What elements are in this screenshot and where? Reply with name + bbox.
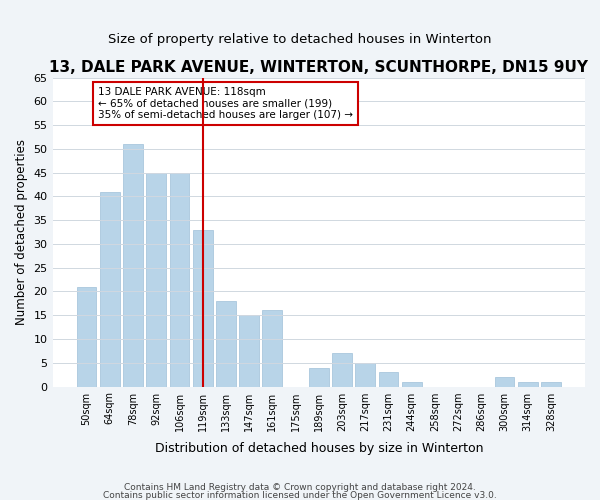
Bar <box>123 144 143 386</box>
Y-axis label: Number of detached properties: Number of detached properties <box>15 139 28 325</box>
Text: 13 DALE PARK AVENUE: 118sqm
← 65% of detached houses are smaller (199)
35% of se: 13 DALE PARK AVENUE: 118sqm ← 65% of det… <box>98 87 353 120</box>
Text: Contains public sector information licensed under the Open Government Licence v3: Contains public sector information licen… <box>103 490 497 500</box>
Bar <box>379 372 398 386</box>
Text: Contains HM Land Registry data © Crown copyright and database right 2024.: Contains HM Land Registry data © Crown c… <box>124 483 476 492</box>
Bar <box>309 368 329 386</box>
Bar <box>170 172 190 386</box>
Bar <box>518 382 538 386</box>
X-axis label: Distribution of detached houses by size in Winterton: Distribution of detached houses by size … <box>155 442 483 455</box>
Bar <box>239 315 259 386</box>
Bar <box>355 363 375 386</box>
Bar <box>262 310 282 386</box>
Bar <box>402 382 422 386</box>
Bar <box>541 382 561 386</box>
Bar <box>100 192 119 386</box>
Bar <box>146 172 166 386</box>
Bar <box>332 354 352 386</box>
Bar <box>494 377 514 386</box>
Title: 13, DALE PARK AVENUE, WINTERTON, SCUNTHORPE, DN15 9UY: 13, DALE PARK AVENUE, WINTERTON, SCUNTHO… <box>49 60 588 75</box>
Bar <box>193 230 212 386</box>
Bar <box>216 301 236 386</box>
Bar <box>77 286 97 386</box>
Text: Size of property relative to detached houses in Winterton: Size of property relative to detached ho… <box>108 32 492 46</box>
